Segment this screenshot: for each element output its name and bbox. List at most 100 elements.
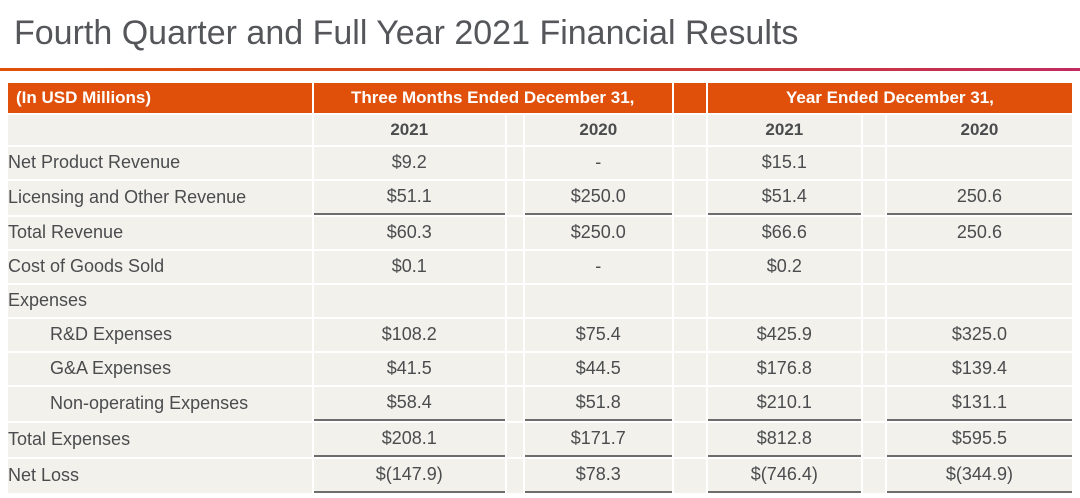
cell-value: $78.3: [524, 458, 672, 493]
spacer: [506, 216, 523, 249]
cell-value: [886, 250, 1072, 283]
cell-value: $108.2: [313, 318, 505, 351]
cell-value: $250.0: [524, 216, 672, 249]
spacer: [506, 352, 523, 385]
group-header-spacer: [673, 82, 706, 113]
cell-value: $51.8: [524, 386, 672, 421]
spacer: [862, 114, 885, 145]
year-header: 2020: [886, 114, 1072, 145]
title-divider: [0, 67, 1080, 71]
cell-value: 250.6: [886, 180, 1072, 215]
cell-value: $425.9: [707, 318, 861, 351]
spacer: [862, 284, 885, 317]
year-header: 2021: [707, 114, 861, 145]
cell-value: $58.4: [313, 386, 505, 421]
spacer: [673, 114, 706, 145]
cell-value: [886, 146, 1072, 179]
year-header: 2021: [313, 114, 505, 145]
table-row: Total Revenue $60.3 $250.0 $66.6 250.6: [8, 216, 1072, 249]
spacer: [862, 386, 885, 421]
row-label: Total Expenses: [8, 422, 312, 457]
year-header: 2020: [524, 114, 672, 145]
table-row: Total Expenses $208.1 $171.7 $812.8 $595…: [8, 422, 1072, 457]
financial-results-table: (In USD Millions) Three Months Ended Dec…: [6, 81, 1074, 495]
cell-value: $60.3: [313, 216, 505, 249]
table-header-row: (In USD Millions) Three Months Ended Dec…: [8, 82, 1072, 113]
cell-value: $15.1: [707, 146, 861, 179]
row-label: Licensing and Other Revenue: [8, 180, 312, 215]
spacer: [862, 216, 885, 249]
cell-value: $210.1: [707, 386, 861, 421]
spacer: [673, 284, 706, 317]
cell-value: $75.4: [524, 318, 672, 351]
cell-value: $(147.9): [313, 458, 505, 493]
spacer: [673, 386, 706, 421]
cell-value: 250.6: [886, 216, 1072, 249]
cell-value: -: [524, 146, 672, 179]
spacer: [673, 146, 706, 179]
cell-value: $595.5: [886, 422, 1072, 457]
spacer: [862, 422, 885, 457]
cell-value: [524, 284, 672, 317]
cell-value: $325.0: [886, 318, 1072, 351]
spacer: [506, 146, 523, 179]
spacer: [506, 318, 523, 351]
units-header: (In USD Millions): [8, 82, 312, 113]
spacer: [506, 458, 523, 493]
cell-value: $208.1: [313, 422, 505, 457]
spacer: [673, 422, 706, 457]
cell-value: $66.6: [707, 216, 861, 249]
spacer: [862, 180, 885, 215]
spacer: [506, 284, 523, 317]
row-label: Non-operating Expenses: [8, 386, 312, 421]
row-label: Net Loss: [8, 458, 312, 493]
cell-value: $812.8: [707, 422, 861, 457]
cell-value: $51.4: [707, 180, 861, 215]
table-row: Net Loss $(147.9) $78.3 $(746.4) $(344.9…: [8, 458, 1072, 493]
cell-value: [707, 284, 861, 317]
row-label: G&A Expenses: [8, 352, 312, 385]
row-label: R&D Expenses: [8, 318, 312, 351]
table-row: R&D Expenses $108.2 $75.4 $425.9 $325.0: [8, 318, 1072, 351]
cell-value: -: [524, 250, 672, 283]
cell-value: $9.2: [313, 146, 505, 179]
cell-value: $0.1: [313, 250, 505, 283]
spacer: [673, 318, 706, 351]
table-row: Expenses: [8, 284, 1072, 317]
cell-value: $250.0: [524, 180, 672, 215]
table-row: Net Product Revenue $9.2 - $15.1: [8, 146, 1072, 179]
cell-value: [313, 284, 505, 317]
row-label: Total Revenue: [8, 216, 312, 249]
cell-value: $51.1: [313, 180, 505, 215]
spacer: [862, 318, 885, 351]
spacer: [673, 216, 706, 249]
spacer: [673, 458, 706, 493]
spacer: [862, 352, 885, 385]
spacer: [506, 180, 523, 215]
spacer: [506, 250, 523, 283]
cell-value: $139.4: [886, 352, 1072, 385]
spacer: [506, 422, 523, 457]
row-label: Expenses: [8, 284, 312, 317]
spacer: [862, 146, 885, 179]
cell-value: $0.2: [707, 250, 861, 283]
spacer: [862, 250, 885, 283]
group-header-three-months: Three Months Ended December 31,: [313, 82, 672, 113]
spacer: [673, 250, 706, 283]
year-header-row: 2021 2020 2021 2020: [8, 114, 1072, 145]
group-header-year: Year Ended December 31,: [707, 82, 1072, 113]
spacer: [506, 386, 523, 421]
cell-value: $176.8: [707, 352, 861, 385]
table-row: Cost of Goods Sold $0.1 - $0.2: [8, 250, 1072, 283]
cell-value: [886, 284, 1072, 317]
cell-value: $131.1: [886, 386, 1072, 421]
table-row: Licensing and Other Revenue $51.1 $250.0…: [8, 180, 1072, 215]
cell-value: $41.5: [313, 352, 505, 385]
spacer: [862, 458, 885, 493]
cell-value: $171.7: [524, 422, 672, 457]
row-label: Net Product Revenue: [8, 146, 312, 179]
table-row: Non-operating Expenses $58.4 $51.8 $210.…: [8, 386, 1072, 421]
page-title: Fourth Quarter and Full Year 2021 Financ…: [14, 14, 799, 52]
spacer: [506, 114, 523, 145]
cell-value: $(746.4): [707, 458, 861, 493]
